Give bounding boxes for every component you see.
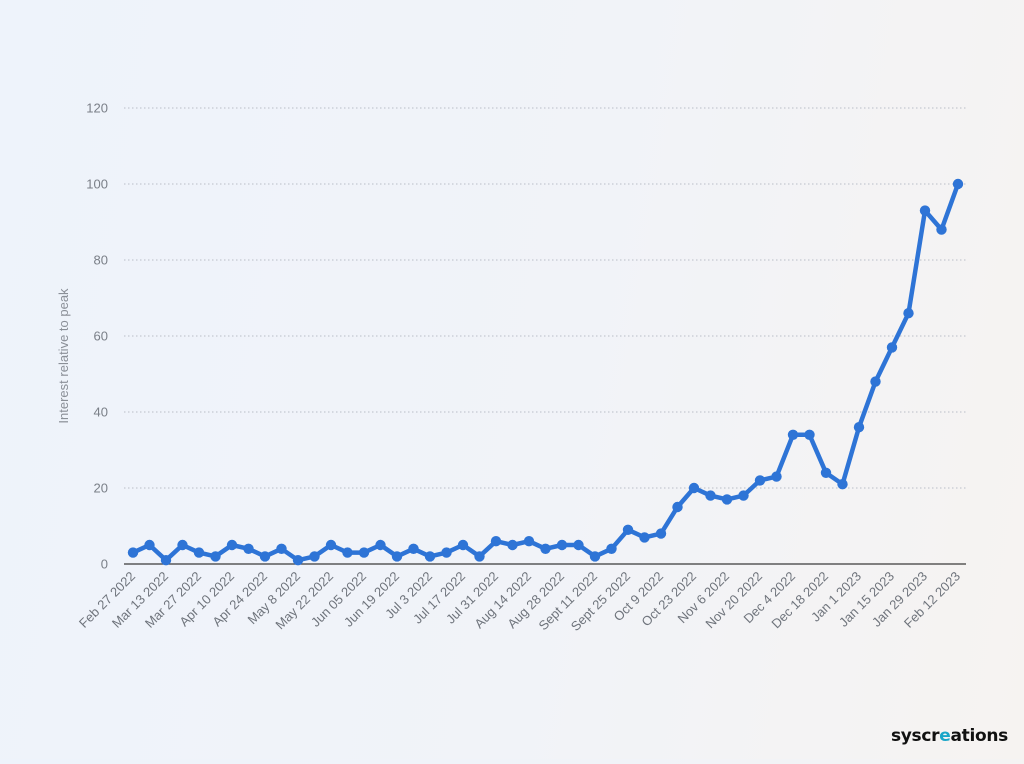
- data-point: [127, 547, 139, 558]
- brand-logo: syscreations: [890, 726, 1008, 746]
- data-point: [886, 342, 898, 353]
- data-point: [606, 543, 617, 554]
- data-point: [292, 555, 304, 566]
- y-tick-label: 40: [94, 405, 108, 420]
- data-point: [408, 543, 419, 554]
- y-tick-label: 60: [94, 329, 108, 344]
- data-point: [358, 547, 370, 558]
- data-point: [639, 532, 650, 543]
- data-point: [573, 539, 584, 551]
- data-point: [870, 376, 881, 387]
- data-point: [738, 490, 749, 501]
- data-point: [936, 224, 947, 235]
- y-axis-ticks: 0 20 40 60 80 100 120: [86, 101, 108, 572]
- data-point: [507, 539, 518, 551]
- data-point: [424, 551, 436, 562]
- data-point: [391, 551, 403, 562]
- data-point: [903, 308, 914, 319]
- data-point: [804, 429, 815, 440]
- data-point: [144, 539, 155, 551]
- data-point: [837, 479, 848, 490]
- data-point: [721, 494, 733, 505]
- data-point: [540, 543, 551, 554]
- data-point: [342, 547, 353, 558]
- data-point: [919, 205, 931, 216]
- data-point: [622, 524, 634, 535]
- data-point: [771, 471, 782, 482]
- data-point: [243, 543, 254, 554]
- data-point: [226, 539, 238, 551]
- data-point: [309, 551, 320, 562]
- y-tick-label: 100: [86, 177, 108, 192]
- data-point: [474, 551, 485, 562]
- data-point: [375, 539, 386, 551]
- data-point: [490, 536, 502, 547]
- data-point: [672, 501, 683, 513]
- data-point: [523, 536, 535, 547]
- y-tick-label: 120: [86, 101, 108, 116]
- data-point: [210, 551, 221, 562]
- data-point: [160, 555, 172, 566]
- data-point: [820, 467, 832, 478]
- data-point: [556, 539, 568, 551]
- data-point: [705, 490, 716, 501]
- y-tick-label: 20: [94, 481, 108, 496]
- data-point: [325, 539, 337, 551]
- data-point: [259, 551, 271, 562]
- y-tick-label: 80: [94, 253, 108, 268]
- series: [127, 178, 964, 566]
- data-point: [853, 422, 865, 433]
- data-point: [952, 178, 964, 190]
- data-point: [688, 482, 700, 494]
- data-point: [457, 539, 469, 551]
- grid: [124, 107, 966, 489]
- data-point: [655, 528, 667, 539]
- series-line: [130, 181, 961, 563]
- data-point: [754, 475, 766, 486]
- data-point: [589, 551, 601, 562]
- data-point: [193, 547, 205, 558]
- data-point: [276, 543, 287, 554]
- y-tick-label: 0: [101, 557, 108, 572]
- data-point: [787, 429, 799, 440]
- data-point: [177, 539, 188, 551]
- y-axis-label: Interest relative to peak: [56, 288, 71, 424]
- data-point: [441, 547, 452, 558]
